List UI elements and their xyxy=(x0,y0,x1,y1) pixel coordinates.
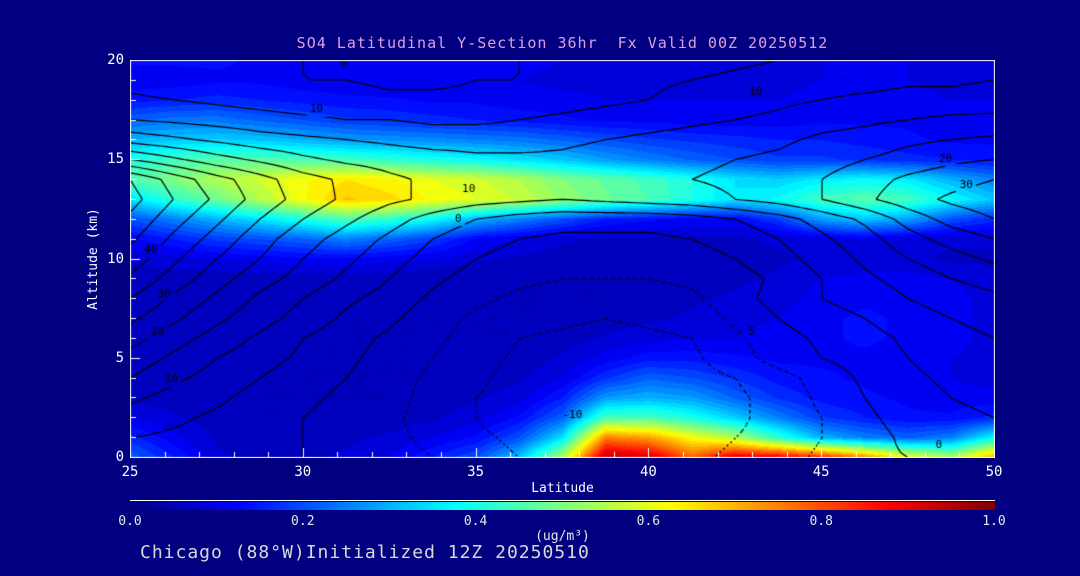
colorbar-tick-label: 0.6 xyxy=(636,514,661,529)
colorbar-unit-label: (ug/m³) xyxy=(535,529,590,544)
colorbar-canvas xyxy=(130,502,995,510)
x-tick-label: 50 xyxy=(985,464,1003,480)
chart-title: SO4 Latitudinal Y-Section 36hr Fx Valid … xyxy=(296,34,829,52)
x-tick-label: 25 xyxy=(121,464,139,480)
colorbar-tick-label: 0.2 xyxy=(291,514,315,529)
colorbar-tick-label: 0.0 xyxy=(118,514,142,529)
colorbar-tick-label: 1.0 xyxy=(982,514,1006,529)
colorbar-tick-label: 0.4 xyxy=(463,514,488,529)
colorbar-tick-label: 0.8 xyxy=(809,514,833,529)
x-axis-label: Latitude xyxy=(531,481,594,496)
y-tick-label: 5 xyxy=(115,349,124,366)
y-tick-label: 0 xyxy=(115,449,124,465)
y-tick-label: 15 xyxy=(107,151,124,168)
colorbar-top-line xyxy=(130,500,995,501)
y-tick-label: 20 xyxy=(107,52,124,68)
x-tick-label: 45 xyxy=(812,464,830,480)
footer-text: Chicago (88°W)Initialized 12Z 20250510 xyxy=(140,542,590,563)
x-tick-label: 35 xyxy=(467,464,485,480)
plot-canvas xyxy=(130,60,995,458)
y-tick-label: 10 xyxy=(107,250,124,267)
x-tick-label: 30 xyxy=(294,464,312,480)
x-tick-label: 40 xyxy=(639,464,657,480)
